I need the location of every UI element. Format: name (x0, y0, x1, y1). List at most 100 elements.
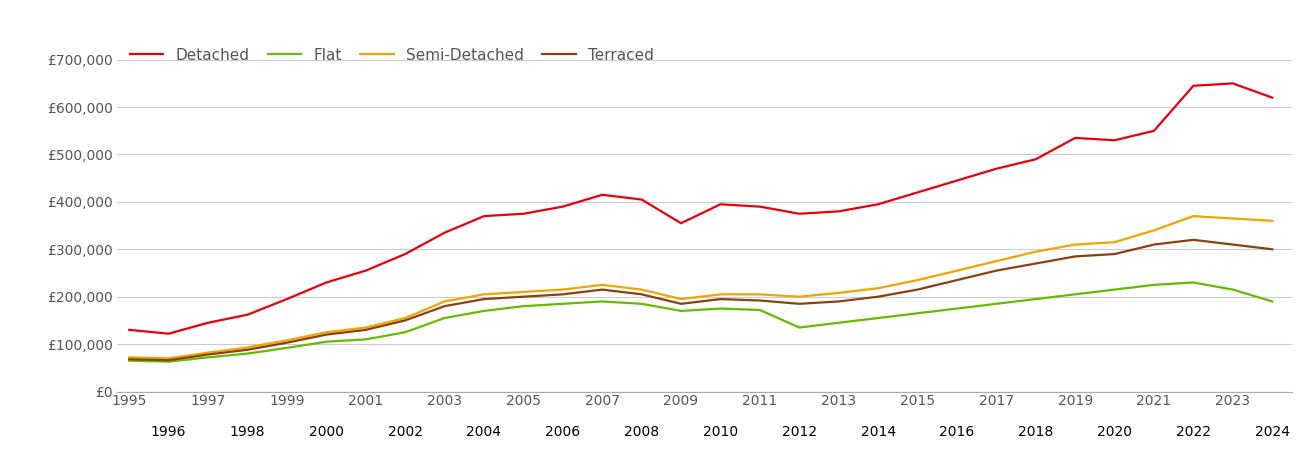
Flat (594, 299, 609, 304)
Flat (1265, 299, 1280, 304)
Terraced (318, 332, 334, 338)
Detached (870, 202, 886, 207)
Semi-Detached (200, 350, 215, 356)
Flat (1146, 282, 1161, 288)
Terraced (634, 292, 650, 297)
Detached (910, 190, 925, 195)
Semi-Detached (791, 294, 806, 299)
Terraced (673, 301, 689, 306)
Semi-Detached (437, 299, 453, 304)
Terraced (988, 268, 1004, 273)
Semi-Detached (988, 258, 1004, 264)
Flat (555, 301, 570, 306)
Terraced (1185, 237, 1201, 243)
Detached (358, 268, 373, 273)
Semi-Detached (161, 356, 176, 361)
Terraced (279, 340, 295, 346)
Semi-Detached (476, 292, 492, 297)
Terraced (1067, 254, 1083, 259)
Semi-Detached (1225, 216, 1241, 221)
Flat (1185, 280, 1201, 285)
Detached (515, 211, 531, 216)
Detached (437, 230, 453, 235)
Legend: Detached, Flat, Semi-Detached, Terraced: Detached, Flat, Semi-Detached, Terraced (125, 44, 659, 68)
Terraced (870, 294, 886, 299)
Detached (752, 204, 767, 209)
Line: Flat: Flat (129, 283, 1272, 362)
Flat (634, 301, 650, 306)
Flat (279, 345, 295, 351)
Flat (949, 306, 964, 311)
Flat (673, 308, 689, 314)
Terraced (1028, 261, 1044, 266)
Terraced (1265, 247, 1280, 252)
Semi-Detached (279, 338, 295, 343)
Terraced (949, 277, 964, 283)
Semi-Detached (634, 287, 650, 292)
Terraced (476, 297, 492, 302)
Terraced (555, 292, 570, 297)
Terraced (752, 298, 767, 303)
Semi-Detached (358, 325, 373, 330)
Detached (240, 312, 256, 317)
Detached (949, 178, 964, 183)
Terraced (437, 303, 453, 309)
Terraced (121, 356, 137, 362)
Flat (831, 320, 847, 325)
Semi-Detached (515, 289, 531, 295)
Flat (437, 315, 453, 321)
Flat (1028, 297, 1044, 302)
Detached (476, 213, 492, 219)
Semi-Detached (318, 329, 334, 335)
Semi-Detached (121, 355, 137, 360)
Detached (988, 166, 1004, 171)
Detached (161, 331, 176, 336)
Terraced (358, 327, 373, 333)
Terraced (1146, 242, 1161, 247)
Semi-Detached (1067, 242, 1083, 247)
Flat (200, 355, 215, 360)
Terraced (515, 294, 531, 299)
Semi-Detached (870, 285, 886, 291)
Flat (1067, 292, 1083, 297)
Detached (397, 252, 412, 257)
Terraced (240, 347, 256, 352)
Flat (752, 307, 767, 313)
Semi-Detached (673, 297, 689, 302)
Detached (831, 209, 847, 214)
Detached (200, 320, 215, 325)
Line: Semi-Detached: Semi-Detached (129, 216, 1272, 358)
Flat (121, 358, 137, 364)
Flat (318, 339, 334, 344)
Semi-Detached (397, 315, 412, 321)
Detached (594, 192, 609, 198)
Semi-Detached (910, 277, 925, 283)
Detached (1185, 83, 1201, 89)
Flat (910, 310, 925, 316)
Flat (161, 359, 176, 364)
Terraced (397, 318, 412, 323)
Flat (988, 301, 1004, 306)
Flat (397, 329, 412, 335)
Semi-Detached (1146, 228, 1161, 233)
Semi-Detached (555, 287, 570, 292)
Detached (318, 280, 334, 285)
Detached (1107, 138, 1122, 143)
Detached (121, 327, 137, 333)
Detached (791, 211, 806, 216)
Semi-Detached (752, 292, 767, 297)
Semi-Detached (1185, 213, 1201, 219)
Semi-Detached (713, 292, 728, 297)
Terraced (791, 301, 806, 306)
Detached (634, 197, 650, 202)
Semi-Detached (1265, 218, 1280, 224)
Terraced (1107, 252, 1122, 257)
Flat (240, 351, 256, 356)
Detached (1028, 157, 1044, 162)
Detached (1067, 135, 1083, 140)
Flat (515, 303, 531, 309)
Flat (870, 315, 886, 321)
Terraced (200, 352, 215, 357)
Semi-Detached (1028, 249, 1044, 254)
Flat (1225, 287, 1241, 292)
